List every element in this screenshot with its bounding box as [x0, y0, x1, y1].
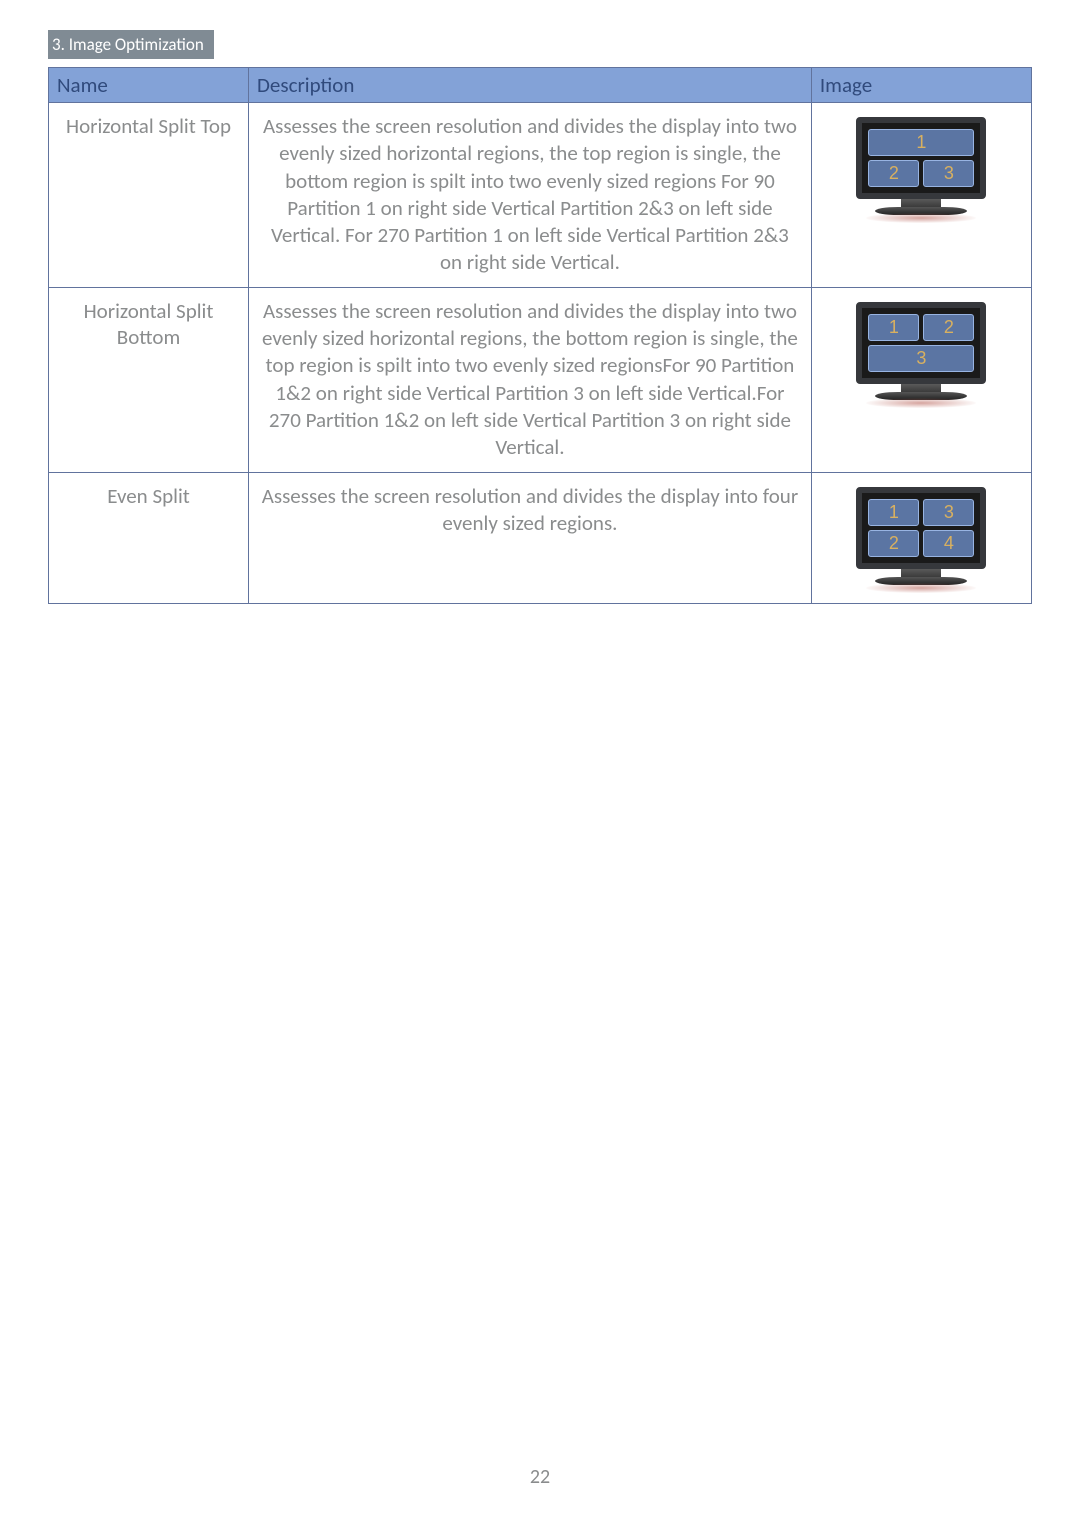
row-desc: Assesses the screen resolution and divid…: [249, 472, 812, 603]
partition-cell: 2: [868, 530, 919, 557]
row-image: 1 2 3: [811, 103, 1031, 288]
section-header: 3. Image Optimization: [48, 30, 214, 59]
row-desc: Assesses the screen resolution and divid…: [249, 287, 812, 472]
col-header-desc: Description: [249, 68, 812, 103]
row-image: 1 2 3: [811, 287, 1031, 472]
partition-cell: 1: [868, 314, 919, 341]
partition-table: Name Description Image Horizontal Split …: [48, 67, 1032, 604]
row-name: Horizontal Split Top: [49, 103, 249, 288]
partition-cell: 3: [868, 345, 974, 372]
monitor-icon: 1 2 3: [856, 302, 986, 408]
partition-cell: 2: [868, 160, 919, 187]
row-image: 1 3 2 4: [811, 472, 1031, 603]
table-row: Horizontal Split Top Assesses the screen…: [49, 103, 1032, 288]
partition-cell: 3: [923, 160, 974, 187]
partition-cell: 2: [923, 314, 974, 341]
partition-cell: 1: [868, 499, 919, 526]
page-number: 22: [0, 1465, 1080, 1489]
partition-cell: 3: [923, 499, 974, 526]
partition-cell: 4: [923, 530, 974, 557]
table-row: Horizontal Split Bottom Assesses the scr…: [49, 287, 1032, 472]
row-name: Even Split: [49, 472, 249, 603]
monitor-icon: 1 3 2 4: [856, 487, 986, 593]
table-row: Even Split Assesses the screen resolutio…: [49, 472, 1032, 603]
row-desc: Assesses the screen resolution and divid…: [249, 103, 812, 288]
monitor-icon: 1 2 3: [856, 117, 986, 223]
col-header-name: Name: [49, 68, 249, 103]
row-name: Horizontal Split Bottom: [49, 287, 249, 472]
col-header-image: Image: [811, 68, 1031, 103]
partition-cell: 1: [868, 129, 974, 156]
